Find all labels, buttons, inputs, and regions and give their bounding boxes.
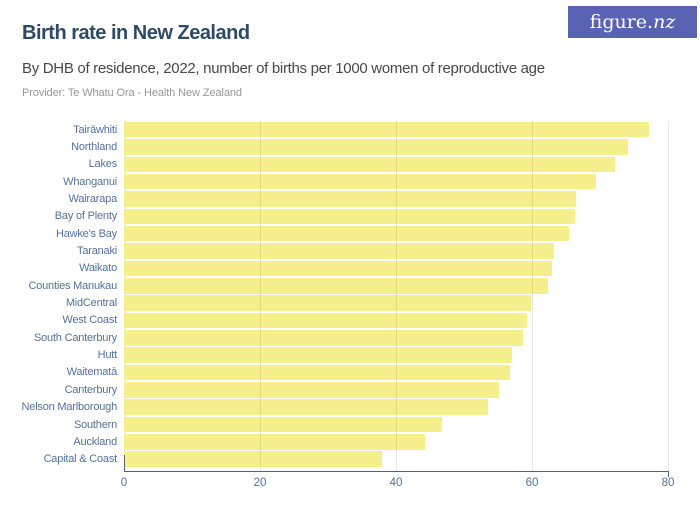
- table-row: Nelson Marlborough: [0, 399, 700, 416]
- x-axis-tick-label: 60: [525, 477, 539, 489]
- bar-rows: Tairāwhiti Northland Lakes Whanganui Wairara…: [0, 121, 700, 468]
- category-label: Northland: [71, 141, 117, 154]
- table-row: Lakes: [0, 156, 700, 173]
- category-label: Bay of Plenty: [54, 210, 117, 223]
- table-row: Tairāwhiti: [0, 121, 700, 138]
- x-axis-line: [124, 471, 669, 472]
- table-row: Waikato: [0, 260, 700, 277]
- table-row: MidCentral: [0, 294, 700, 311]
- bar: [124, 243, 555, 259]
- table-row: Southern: [0, 416, 700, 433]
- table-row: Northland: [0, 138, 700, 155]
- bar: [124, 399, 488, 415]
- bar: [124, 434, 426, 450]
- category-label: West Coast: [62, 314, 117, 327]
- bar: [124, 156, 615, 173]
- category-label: Canterbury: [64, 383, 118, 396]
- table-row: Capital & Coast: [0, 451, 700, 468]
- category-label: Southern: [73, 418, 117, 431]
- table-row: West Coast: [0, 312, 700, 329]
- x-axis-labels: 0 20 40 60 80: [0, 477, 700, 493]
- chart-subtitle: By DHB of residence, 2022, number of bir…: [22, 60, 545, 77]
- table-row: Taranaki: [0, 242, 700, 259]
- x-axis-tick-label: 40: [389, 477, 403, 489]
- gridline: [668, 121, 669, 471]
- bar: [124, 191, 577, 207]
- category-label: Lakes: [88, 158, 118, 171]
- category-label: Waikato: [79, 262, 117, 275]
- gridline: [260, 121, 261, 471]
- category-label: Whanganui: [63, 175, 117, 188]
- table-row: Auckland: [0, 433, 700, 450]
- bar: [124, 121, 649, 138]
- bar: [124, 173, 596, 190]
- logo-text-nz: nz: [653, 11, 676, 33]
- bar: [124, 295, 531, 311]
- page-title: Birth rate in New Zealand: [22, 22, 250, 44]
- figure-nz-logo[interactable]: figure. nz: [568, 6, 697, 38]
- bar: [124, 139, 628, 155]
- table-row: Hutt: [0, 346, 700, 363]
- category-label: Wairarapa: [68, 193, 117, 206]
- logo-text: figure.: [589, 11, 654, 33]
- bar: [124, 382, 499, 398]
- x-axis-tick-label: 20: [253, 477, 267, 489]
- category-label: Auckland: [73, 435, 117, 448]
- provider-attribution: Provider: Te Whatu Ora - Health New Zeal…: [22, 87, 242, 99]
- table-row: Waitematā: [0, 364, 700, 381]
- table-row: South Canterbury: [0, 329, 700, 346]
- bar-chart: Tairāwhiti Northland Lakes Whanganui Wairara…: [0, 121, 700, 516]
- table-row: Bay of Plenty: [0, 208, 700, 225]
- table-row: Counties Manukau: [0, 277, 700, 294]
- x-axis-tick-label: 0: [120, 477, 128, 489]
- bar: [124, 208, 575, 225]
- category-label: Hawke's Bay: [55, 227, 117, 240]
- category-label: Tairāwhiti: [73, 123, 117, 136]
- category-label: Waitematā: [66, 366, 118, 379]
- category-label: South Canterbury: [33, 331, 117, 344]
- x-axis-tick-label: 80: [661, 477, 675, 489]
- table-row: Wairarapa: [0, 190, 700, 207]
- bar: [124, 451, 382, 467]
- x-axis-outer-tick-left: [124, 455, 125, 471]
- category-label: Hutt: [97, 349, 118, 362]
- table-row: Hawke's Bay: [0, 225, 700, 242]
- category-label: MidCentral: [65, 297, 117, 310]
- category-label: Capital & Coast: [43, 453, 118, 466]
- category-label: Counties Manukau: [28, 279, 117, 292]
- category-label: Taranaki: [77, 245, 117, 258]
- x-axis-outer-tick-right: [668, 472, 669, 477]
- table-row: Canterbury: [0, 381, 700, 398]
- bar: [124, 225, 569, 242]
- bar: [124, 278, 549, 294]
- bar: [124, 330, 523, 346]
- bar: [124, 312, 527, 329]
- bar: [124, 416, 442, 433]
- gridline: [532, 121, 533, 471]
- bar: [124, 364, 511, 381]
- table-row: Whanganui: [0, 173, 700, 190]
- gridline: [396, 121, 397, 471]
- bar: [124, 260, 552, 277]
- bar: [124, 347, 513, 363]
- category-label: Nelson Marlborough: [21, 401, 118, 414]
